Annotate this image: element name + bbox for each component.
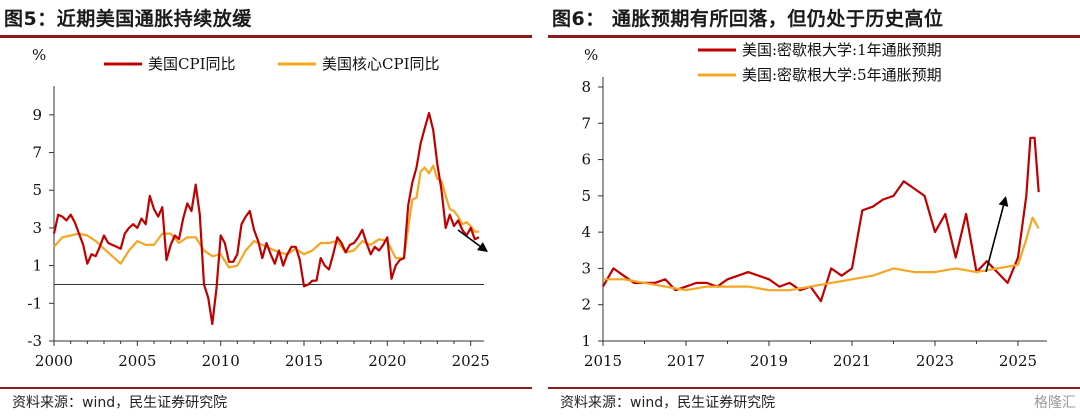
x-tick-label: 2010 [202, 352, 240, 370]
x-tick-label: 2025 [452, 352, 490, 370]
x-tick-label: 2023 [916, 352, 954, 370]
y-axis-unit-label: % [32, 46, 46, 64]
y-tick-label: 1 [32, 257, 42, 275]
trend-arrow-shaft [457, 229, 481, 247]
source-rule [0, 387, 532, 389]
y-tick-label: 5 [32, 181, 42, 199]
x-tick-label: 2015 [285, 352, 323, 370]
source-note: 资料来源：wind，民生证券研究院 [560, 395, 776, 411]
legend-label: 美国:密歇根大学:1年通胀预期 [742, 41, 942, 59]
figure-title: 图5：近期美国通胀持续放缓 [4, 8, 252, 30]
y-tick-label: 4 [581, 223, 591, 241]
title-rule [548, 35, 1080, 38]
y-tick-label: 3 [581, 259, 591, 277]
source-note: 资料来源：wind，民生证券研究院 [12, 395, 228, 411]
trend-arrow-head [477, 242, 488, 252]
figure-title: 图6： 通胀预期有所回落，但仍处于历史高位 [552, 8, 944, 30]
legend-label: 美国CPI同比 [148, 55, 236, 73]
title-rule [0, 35, 532, 38]
inflation-expectation-line-chart: % 1 2 3 4 5 6 7 8 2015 2017 2019 2021 2023 2025 美国:密歇根大… [581, 41, 1047, 370]
figure-6-panel: 图6： 通胀预期有所回落，但仍处于历史高位 % 1 2 3 4 5 6 7 8 2015 2017 2… [548, 0, 1080, 418]
x-tick-label: 2019 [750, 352, 788, 370]
x-tick-label: 2017 [667, 352, 705, 370]
trend-arrow-shaft [985, 205, 1005, 273]
y-tick-label: 6 [581, 151, 591, 169]
y-tick-label: 7 [581, 114, 591, 132]
series-line-2 [53, 164, 479, 269]
y-tick-label: 5 [581, 187, 591, 205]
y-tick-label: 3 [32, 219, 42, 237]
x-tick-label: 2025 [999, 352, 1037, 370]
y-tick-label: 7 [32, 144, 42, 162]
y-tick-label: 2 [581, 296, 591, 314]
x-tick-label: 2015 [584, 352, 622, 370]
x-tick-label: 2005 [118, 352, 156, 370]
y-tick-label: 1 [581, 332, 591, 350]
x-tick-label: 2000 [35, 352, 73, 370]
legend-label: 美国核心CPI同比 [322, 55, 440, 73]
source-rule [548, 387, 1080, 389]
x-tick-label: 2020 [368, 352, 406, 370]
figure-5-panel: 图5：近期美国通胀持续放缓 % -3 -1 1 3 5 7 9 2000 2005 2010 2015… [0, 0, 532, 418]
series-line-1 [52, 111, 480, 326]
y-tick-label: 8 [581, 78, 591, 96]
legend-label: 美国:密歇根大学:5年通胀预期 [742, 66, 942, 84]
y-tick-label: -3 [27, 332, 42, 350]
x-tick-label: 2021 [833, 352, 871, 370]
series-line-2 [603, 216, 1040, 292]
cpi-line-chart: % -3 -1 1 3 5 7 9 2000 2005 2010 2015 2020 2025 美国CPI同… [27, 46, 490, 370]
watermark-logo: 格隆汇 [1034, 395, 1076, 411]
y-tick-label: -1 [27, 294, 42, 312]
series-line-1 [602, 136, 1040, 303]
y-tick-label: 9 [32, 106, 42, 124]
y-axis-unit-label: % [584, 46, 598, 64]
trend-arrow-head [998, 196, 1009, 207]
